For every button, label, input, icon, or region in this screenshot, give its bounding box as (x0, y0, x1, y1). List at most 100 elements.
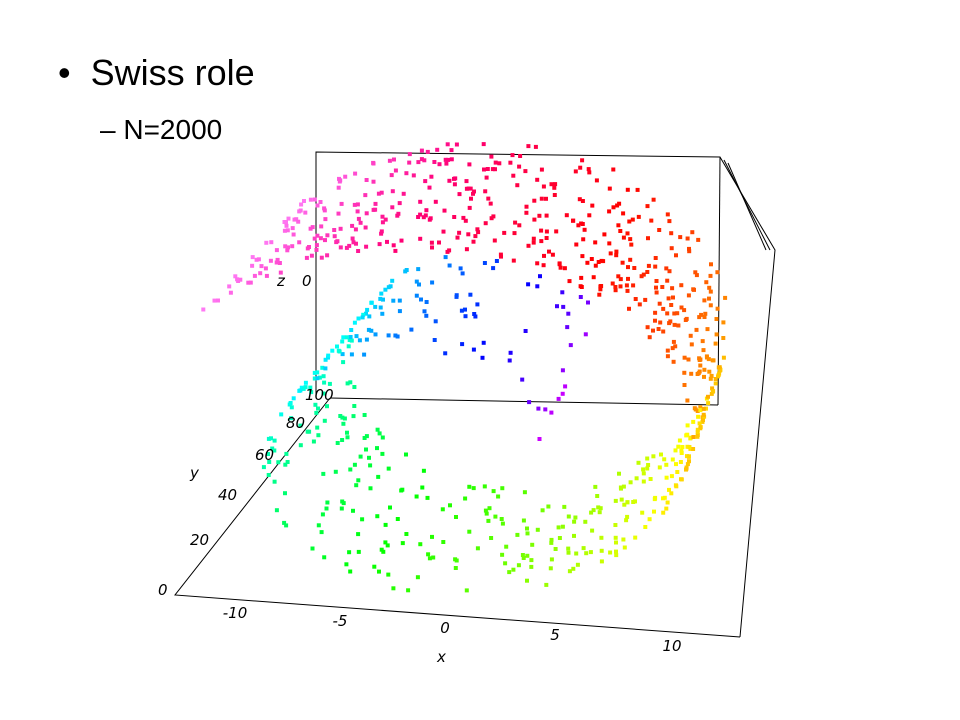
point (678, 235, 683, 240)
point (641, 471, 646, 476)
box-edge (723, 159, 771, 251)
point (386, 572, 391, 577)
point (553, 182, 558, 187)
point (683, 318, 688, 322)
point (708, 273, 713, 278)
point (298, 443, 303, 448)
point (556, 396, 561, 401)
point (525, 526, 529, 531)
point (631, 283, 636, 288)
point (486, 518, 491, 523)
point (312, 197, 317, 202)
point (493, 514, 498, 519)
point (520, 553, 525, 557)
point (356, 216, 361, 221)
point (593, 484, 598, 489)
point (336, 185, 341, 190)
point (391, 586, 396, 591)
point (567, 279, 572, 284)
point (694, 273, 699, 278)
point (709, 373, 714, 378)
point (667, 219, 672, 224)
point (651, 454, 656, 459)
point (671, 359, 676, 364)
point (369, 300, 374, 305)
point (669, 491, 674, 496)
point (507, 358, 512, 363)
point (599, 535, 604, 540)
point (544, 213, 549, 218)
point (710, 386, 715, 391)
point (584, 551, 589, 556)
point (695, 430, 700, 435)
point (651, 197, 656, 202)
point (697, 421, 702, 426)
point (544, 229, 549, 234)
point (457, 230, 462, 235)
point (641, 467, 646, 472)
point (250, 255, 255, 260)
point (351, 508, 355, 513)
point (670, 457, 675, 462)
point (363, 193, 368, 198)
point (443, 157, 448, 162)
point (471, 347, 476, 352)
point (654, 290, 659, 295)
point (467, 205, 472, 210)
point (383, 522, 388, 527)
point (317, 375, 322, 380)
point (404, 532, 409, 536)
point (599, 548, 604, 553)
point (380, 220, 385, 225)
point (713, 381, 718, 386)
point (256, 257, 261, 262)
point (580, 254, 585, 259)
point (613, 288, 618, 293)
point (541, 263, 546, 268)
point (270, 446, 275, 451)
point (388, 505, 392, 510)
point (614, 549, 618, 554)
point (426, 552, 431, 557)
point (709, 391, 714, 396)
point (283, 462, 288, 467)
point (511, 173, 516, 178)
point (344, 245, 349, 250)
point (254, 257, 259, 262)
point (657, 301, 662, 306)
point (344, 562, 349, 567)
point (302, 199, 306, 203)
point (442, 208, 447, 213)
point (432, 338, 437, 342)
point (400, 487, 405, 492)
point (288, 401, 293, 405)
point (414, 494, 419, 499)
point (596, 505, 601, 510)
point (487, 506, 492, 511)
point (608, 550, 613, 555)
box-edge (727, 162, 767, 251)
point (662, 457, 667, 462)
point (296, 219, 301, 224)
point (333, 469, 338, 474)
point (721, 320, 726, 325)
point (297, 209, 302, 214)
point (233, 274, 238, 279)
point (494, 259, 499, 263)
point (452, 182, 457, 187)
point (312, 376, 317, 381)
point (268, 258, 273, 263)
point (320, 365, 325, 370)
point (682, 383, 687, 387)
point (634, 476, 639, 481)
point (659, 452, 663, 457)
point (507, 570, 512, 575)
point (339, 201, 344, 206)
point (310, 225, 315, 230)
point (427, 556, 432, 561)
point (645, 204, 650, 209)
point (372, 564, 377, 569)
point (572, 533, 576, 538)
point (698, 363, 703, 368)
point (464, 588, 469, 593)
